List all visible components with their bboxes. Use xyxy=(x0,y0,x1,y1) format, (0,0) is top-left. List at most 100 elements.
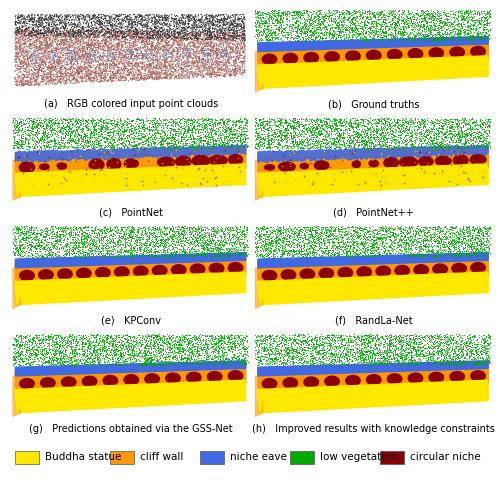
Point xyxy=(430,230,438,238)
Point xyxy=(204,71,212,79)
Point xyxy=(40,55,48,63)
Point xyxy=(242,118,250,126)
Point xyxy=(474,35,482,43)
Point xyxy=(148,238,156,245)
Point xyxy=(338,223,346,230)
Point xyxy=(385,235,393,243)
Point xyxy=(440,335,448,343)
Point xyxy=(360,35,368,43)
Point xyxy=(362,238,370,245)
Point xyxy=(365,337,373,345)
Point xyxy=(472,10,480,17)
Point xyxy=(417,339,425,347)
Point xyxy=(140,31,147,38)
Point xyxy=(57,347,65,355)
Point xyxy=(310,12,318,19)
Point xyxy=(106,342,114,350)
Point xyxy=(44,344,52,352)
Point xyxy=(479,232,487,240)
Point xyxy=(94,47,102,55)
Point xyxy=(412,245,420,253)
Point xyxy=(166,118,174,125)
Point xyxy=(68,16,76,24)
Point xyxy=(314,16,322,23)
Point xyxy=(278,249,286,257)
Point xyxy=(288,355,296,363)
Point xyxy=(300,242,308,249)
Point xyxy=(54,53,62,61)
Point xyxy=(225,246,233,254)
Point xyxy=(36,46,44,54)
Point xyxy=(417,125,425,133)
Point xyxy=(394,241,402,249)
Point xyxy=(228,29,236,37)
Point xyxy=(84,332,92,340)
Point xyxy=(151,32,159,39)
Point xyxy=(28,124,36,132)
Point xyxy=(366,25,374,33)
Point xyxy=(202,233,209,241)
Point xyxy=(290,136,298,144)
Point xyxy=(154,127,162,135)
Point xyxy=(82,229,90,237)
Point xyxy=(357,331,365,339)
Point xyxy=(12,42,20,50)
Point xyxy=(368,23,376,31)
Point xyxy=(115,32,123,40)
Point xyxy=(39,137,47,144)
Point xyxy=(22,351,30,359)
Point xyxy=(445,244,453,252)
Point xyxy=(125,138,133,145)
Point xyxy=(342,356,350,364)
Point xyxy=(372,22,380,30)
Point xyxy=(8,118,16,126)
Point xyxy=(458,331,466,339)
Point xyxy=(484,330,492,338)
Point xyxy=(270,9,278,17)
Point xyxy=(458,243,466,251)
Point xyxy=(266,244,274,252)
Point xyxy=(184,143,192,151)
Point xyxy=(158,126,166,134)
Point xyxy=(17,140,25,148)
Point xyxy=(336,238,344,245)
Point xyxy=(362,350,370,358)
Point xyxy=(39,233,47,241)
Point xyxy=(320,353,328,361)
Point xyxy=(276,235,284,243)
Point xyxy=(220,331,228,339)
Point xyxy=(422,225,430,232)
Point xyxy=(174,32,182,39)
Point xyxy=(38,331,46,339)
Point xyxy=(424,336,432,344)
Point xyxy=(205,251,213,259)
Point xyxy=(61,361,69,369)
Point xyxy=(266,25,274,33)
Point xyxy=(184,351,192,359)
Point xyxy=(113,226,121,234)
Point xyxy=(18,132,26,140)
Point xyxy=(46,48,54,55)
Point xyxy=(438,146,446,154)
Point xyxy=(198,336,205,344)
Point xyxy=(311,354,319,362)
Point xyxy=(8,334,16,342)
Point xyxy=(72,69,80,77)
Point xyxy=(214,119,222,126)
Point xyxy=(482,347,490,355)
Point xyxy=(300,29,308,36)
Point xyxy=(97,130,105,138)
Point xyxy=(256,232,264,240)
Point xyxy=(23,344,31,352)
Point xyxy=(466,230,474,238)
Point xyxy=(355,12,363,20)
Point xyxy=(228,337,236,345)
Point xyxy=(211,33,219,40)
Point xyxy=(382,361,390,368)
Point xyxy=(42,121,50,129)
Point xyxy=(377,13,385,21)
Point xyxy=(197,23,205,31)
Point xyxy=(116,132,124,140)
Point xyxy=(115,232,123,240)
Point xyxy=(260,334,268,342)
